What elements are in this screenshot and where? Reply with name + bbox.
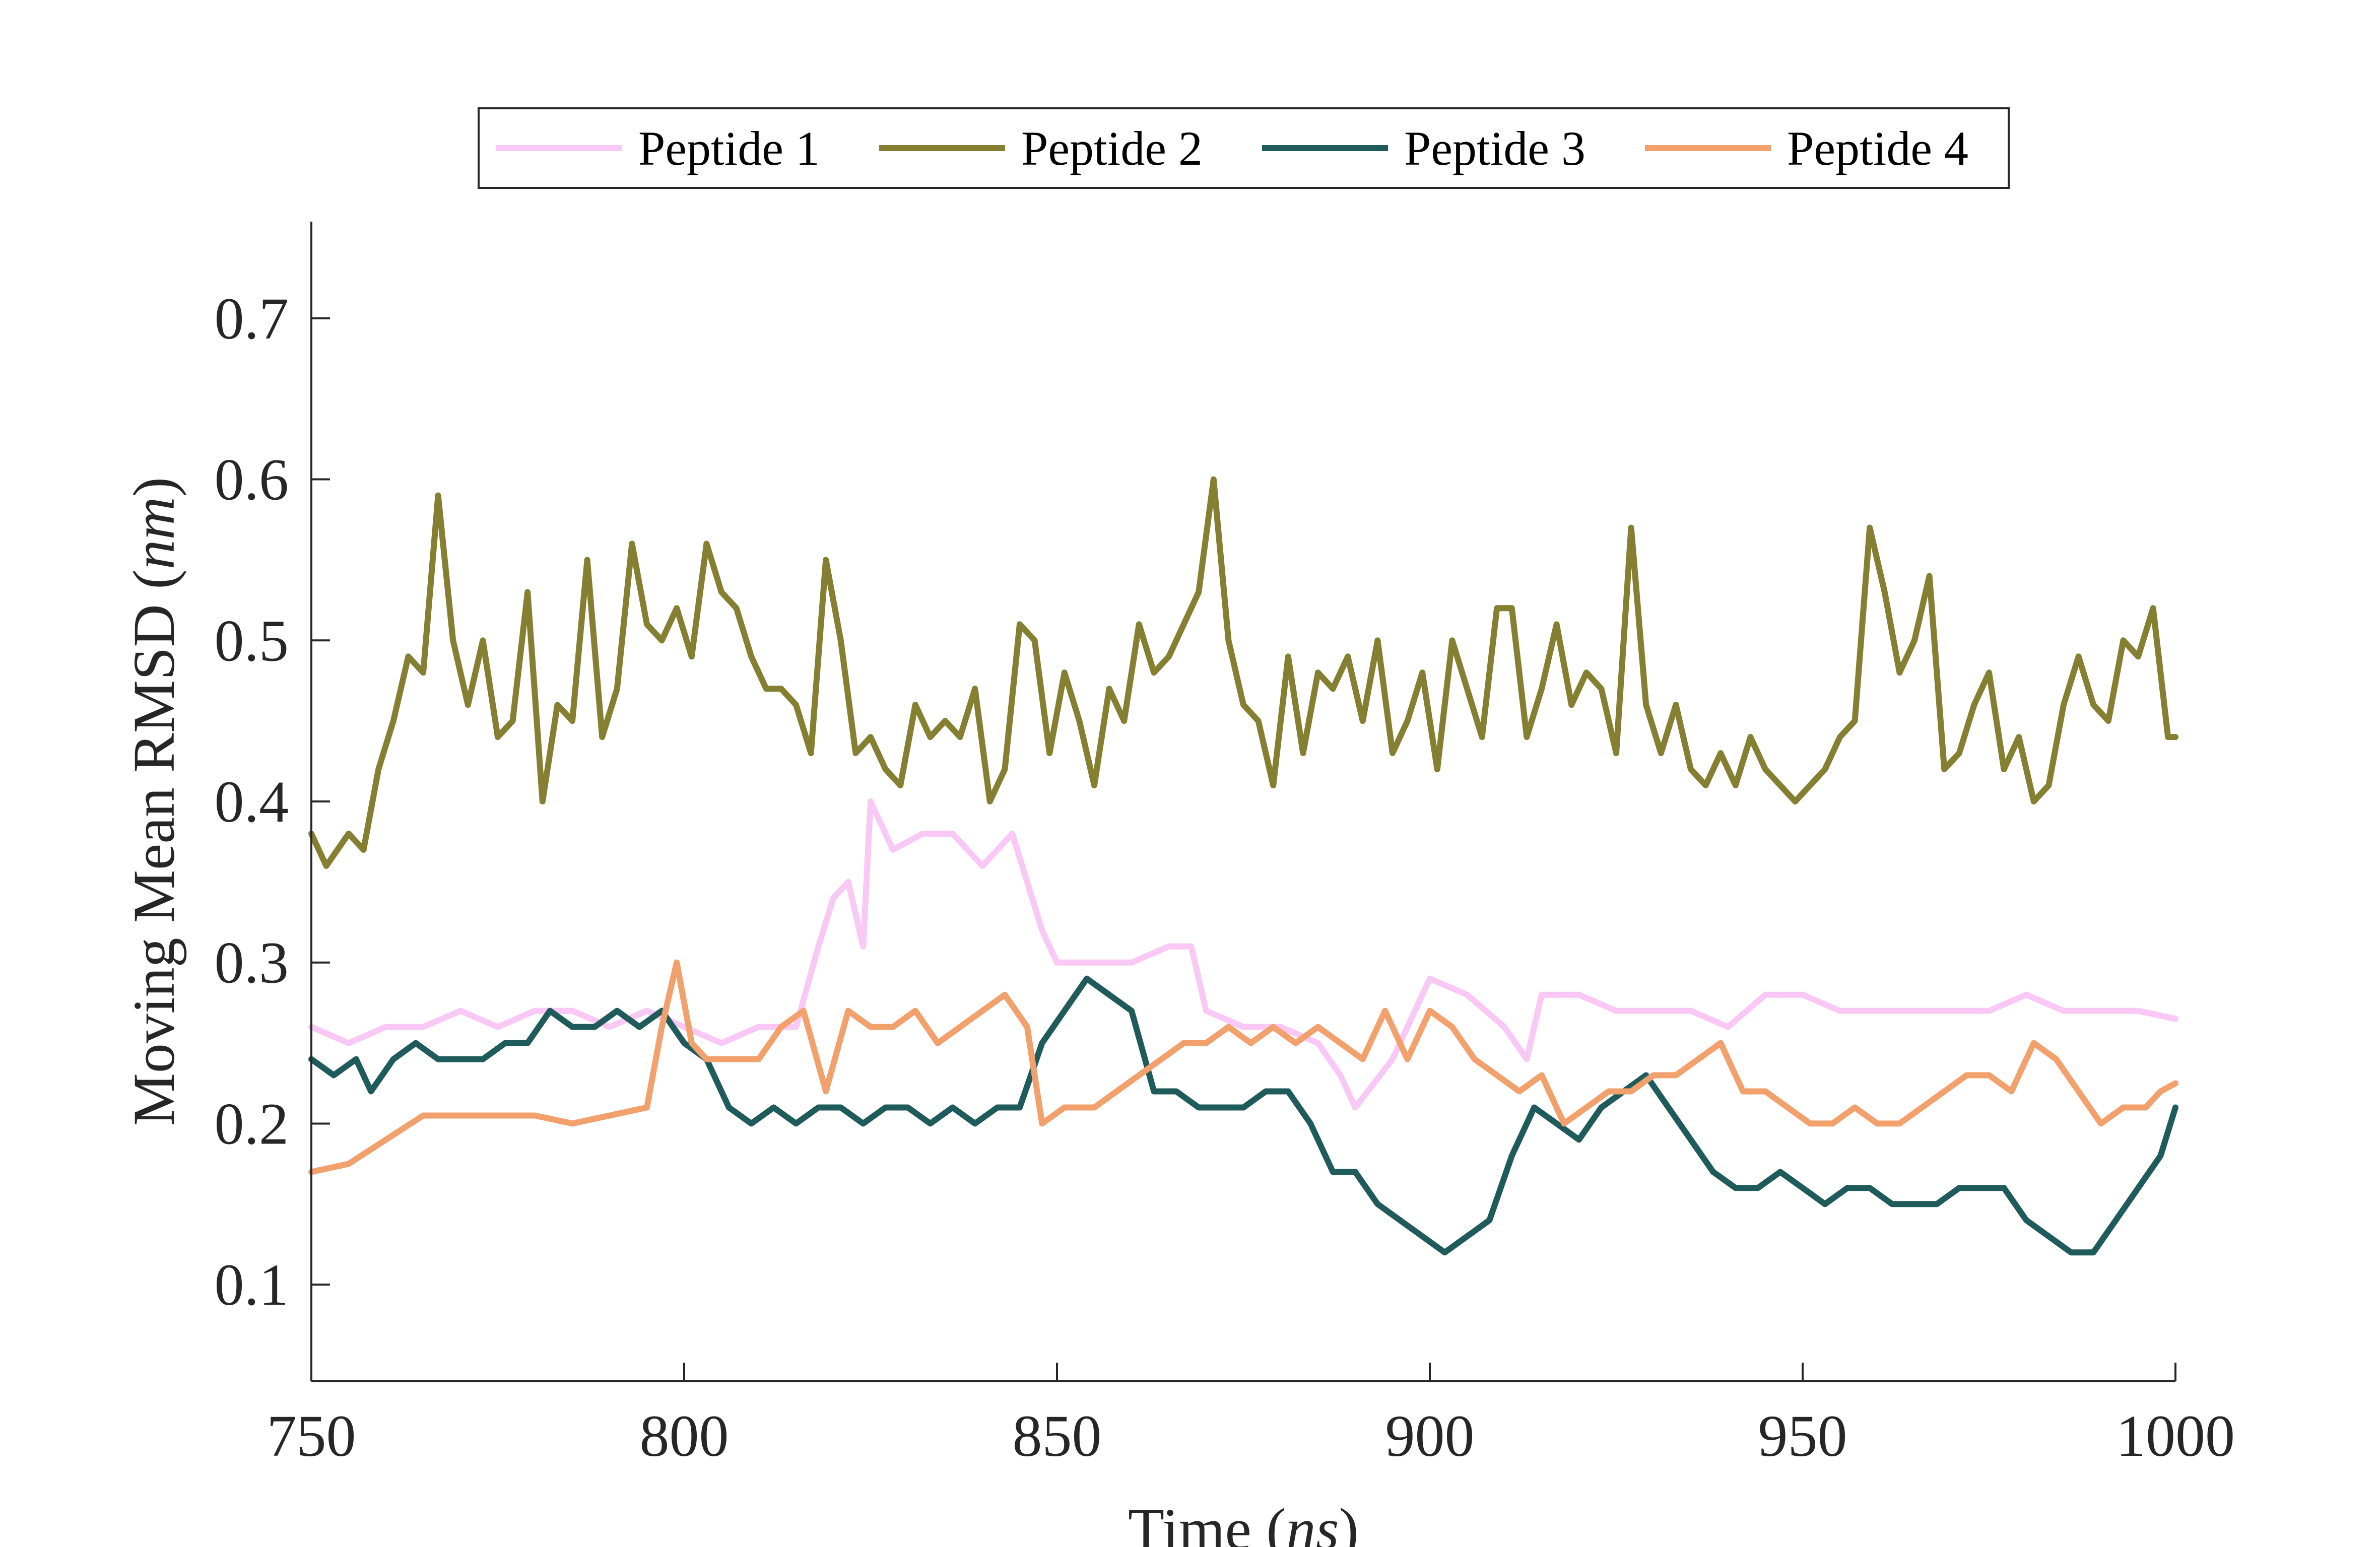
legend: Peptide 1 Peptide 2 Peptide 3 Peptide 4 xyxy=(478,107,2010,189)
legend-item-peptide-4: Peptide 4 xyxy=(1645,121,1968,175)
y-tick-label: 0.5 xyxy=(215,608,289,674)
legend-label: Peptide 3 xyxy=(1404,121,1585,175)
y-tick-label: 0.7 xyxy=(215,286,289,352)
series-line-peptide-3 xyxy=(308,975,2178,1256)
y-tick-label: 0.6 xyxy=(215,447,289,513)
legend-label: Peptide 1 xyxy=(638,121,820,175)
x-tick-label: 950 xyxy=(1758,1403,1847,1469)
y-axis-title: Moving Mean RMSD (nm) xyxy=(121,477,187,1126)
ticks: 750 800 850 900 950 1000 0.1 0.2 0.3 0.4 0.5 0.6 0.7 xyxy=(215,286,2235,1469)
legend-item-peptide-2: Peptide 2 xyxy=(879,121,1203,175)
legend-label: Peptide 2 xyxy=(1021,121,1203,175)
y-tick-label: 0.4 xyxy=(215,769,289,835)
x-tick-label: 800 xyxy=(640,1403,729,1469)
y-tick-label: 0.1 xyxy=(215,1252,289,1318)
series-line-peptide-2 xyxy=(308,476,2178,869)
x-tick-label: 850 xyxy=(1013,1403,1102,1469)
x-tick-label: 1000 xyxy=(2116,1403,2235,1469)
legend-item-peptide-3: Peptide 3 xyxy=(1262,121,1585,175)
series-layer xyxy=(308,476,2178,1256)
series-line-peptide-1 xyxy=(308,798,2178,1111)
x-tick-label: 750 xyxy=(267,1403,356,1469)
x-tick-label: 900 xyxy=(1385,1403,1475,1469)
y-tick-label: 0.3 xyxy=(215,930,289,996)
legend-item-peptide-1: Peptide 1 xyxy=(496,121,820,175)
legend-items: Peptide 1 Peptide 2 Peptide 3 Peptide 4 xyxy=(496,121,1968,175)
x-axis-title: Time (ns) xyxy=(1128,1496,1359,1547)
legend-label: Peptide 4 xyxy=(1787,121,1968,175)
series-line-peptide-4 xyxy=(308,959,2178,1175)
y-tick-label: 0.2 xyxy=(215,1091,289,1157)
